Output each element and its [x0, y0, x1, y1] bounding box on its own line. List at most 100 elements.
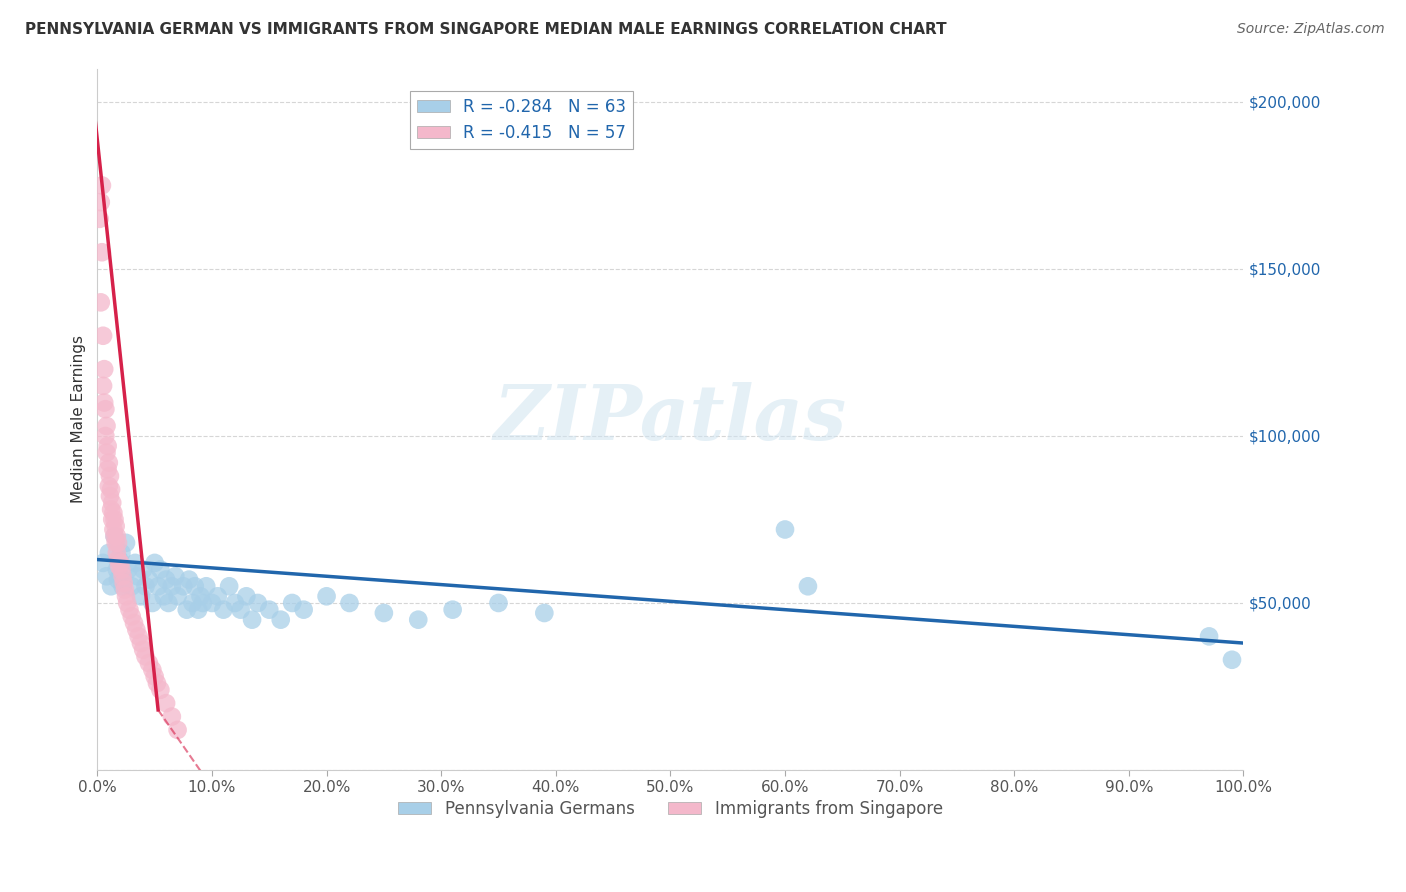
Point: [129, 589, 152, 603]
Point: [292, 602, 315, 616]
Point: [212, 602, 235, 616]
Point: [110, 556, 132, 570]
Point: [117, 563, 139, 577]
Point: [105, 529, 128, 543]
Point: [114, 582, 136, 597]
Point: [110, 563, 132, 577]
Point: [90, 295, 112, 310]
Point: [141, 596, 163, 610]
Point: [105, 563, 128, 577]
Point: [121, 579, 143, 593]
Point: [96, 569, 118, 583]
Point: [138, 656, 160, 670]
Point: [124, 556, 146, 570]
Point: [149, 682, 172, 697]
Point: [97, 546, 120, 560]
Point: [149, 563, 172, 577]
Point: [773, 523, 796, 537]
Point: [97, 456, 120, 470]
Point: [533, 606, 555, 620]
Point: [190, 589, 212, 603]
Point: [315, 589, 337, 603]
Point: [98, 489, 121, 503]
Point: [108, 552, 131, 566]
Point: [166, 723, 188, 737]
Point: [103, 512, 125, 526]
Text: PENNSYLVANIA GERMAN VS IMMIGRANTS FROM SINGAPORE MEDIAN MALE EARNINGS CORRELATIO: PENNSYLVANIA GERMAN VS IMMIGRANTS FROM S…: [25, 22, 946, 37]
Point: [91, 178, 114, 193]
Point: [104, 536, 127, 550]
Point: [488, 596, 510, 610]
Point: [103, 523, 125, 537]
Point: [146, 676, 169, 690]
Point: [97, 479, 120, 493]
Point: [101, 512, 124, 526]
Point: [184, 579, 207, 593]
Point: [122, 615, 145, 630]
Point: [101, 496, 124, 510]
Point: [115, 589, 138, 603]
Point: [157, 596, 180, 610]
Point: [132, 642, 155, 657]
Point: [128, 629, 150, 643]
Point: [97, 462, 120, 476]
Point: [141, 663, 163, 677]
Point: [195, 579, 218, 593]
Point: [125, 623, 148, 637]
Point: [129, 636, 152, 650]
Point: [91, 556, 114, 570]
Text: Source: ZipAtlas.com: Source: ZipAtlas.com: [1237, 22, 1385, 37]
Point: [132, 563, 155, 577]
Point: [177, 573, 200, 587]
Point: [229, 602, 252, 616]
Point: [110, 569, 132, 583]
Point: [406, 613, 429, 627]
Point: [153, 589, 176, 603]
Point: [111, 579, 134, 593]
Point: [134, 579, 156, 593]
Point: [107, 552, 129, 566]
Point: [94, 402, 117, 417]
Point: [100, 483, 122, 497]
Point: [97, 439, 120, 453]
Point: [165, 569, 187, 583]
Point: [146, 579, 169, 593]
Point: [246, 596, 269, 610]
Point: [110, 546, 132, 560]
Point: [1220, 653, 1243, 667]
Point: [127, 569, 149, 583]
Point: [160, 709, 183, 723]
Point: [103, 529, 125, 543]
Point: [96, 419, 118, 434]
Point: [259, 602, 281, 616]
Point: [112, 576, 135, 591]
Point: [121, 609, 143, 624]
Point: [103, 529, 125, 543]
Point: [166, 589, 188, 603]
Point: [155, 573, 177, 587]
Point: [104, 519, 127, 533]
Point: [176, 602, 198, 616]
Point: [201, 596, 224, 610]
Point: [93, 362, 115, 376]
Point: [96, 445, 118, 459]
Point: [224, 596, 246, 610]
Point: [115, 536, 138, 550]
Point: [107, 536, 129, 550]
Point: [111, 569, 134, 583]
Point: [134, 649, 156, 664]
Point: [181, 596, 204, 610]
Point: [103, 506, 125, 520]
Point: [187, 602, 209, 616]
Point: [143, 669, 166, 683]
Point: [100, 579, 122, 593]
Point: [90, 195, 112, 210]
Text: ZIPatlas: ZIPatlas: [494, 383, 846, 457]
Point: [118, 602, 141, 616]
Point: [155, 696, 177, 710]
Point: [89, 211, 111, 226]
Point: [93, 395, 115, 409]
Point: [91, 245, 114, 260]
Point: [160, 579, 183, 593]
Point: [191, 596, 214, 610]
